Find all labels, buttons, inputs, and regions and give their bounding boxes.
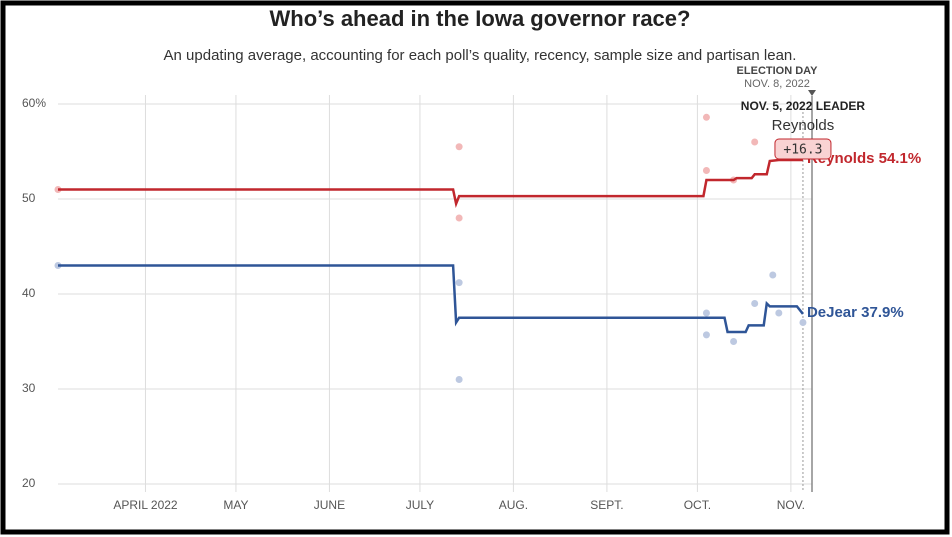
x-tick-label: JULY xyxy=(406,498,434,512)
leader-margin: +16.3 xyxy=(783,143,822,158)
average-line xyxy=(58,264,804,334)
leader-name: Reynolds xyxy=(772,117,835,134)
end-label: DeJear 37.9% xyxy=(807,304,904,321)
x-tick-label: JUNE xyxy=(314,498,345,512)
y-tick-label: 60% xyxy=(22,96,46,110)
election-day-title: ELECTION DAY xyxy=(737,65,819,77)
margin-box xyxy=(774,138,832,160)
x-tick-label: SEPT. xyxy=(590,498,623,512)
poll-dot xyxy=(455,279,463,287)
poll-dot xyxy=(730,338,738,345)
poll-dot xyxy=(702,331,710,339)
poll-dot xyxy=(455,376,463,383)
y-tick-label: 50 xyxy=(22,191,36,205)
x-tick-label: NOV. xyxy=(777,498,805,512)
x-tick-label: OCT. xyxy=(684,498,711,512)
poll-dot xyxy=(775,309,783,317)
election-day-date: NOV. 8, 2022 xyxy=(744,78,810,90)
leader-title: NOV. 5, 2022 LEADER xyxy=(741,99,866,113)
y-tick-label: 20 xyxy=(22,476,36,490)
poll-dot xyxy=(702,113,710,121)
x-tick-label: MAY xyxy=(223,498,248,512)
chart-subtitle: An updating average, accounting for each… xyxy=(164,47,797,64)
poll-dot xyxy=(769,271,777,279)
poll-dot xyxy=(799,319,807,326)
chart-title: Who’s ahead in the Iowa governor race? xyxy=(270,6,691,31)
x-tick-label: APRIL 2022 xyxy=(113,498,178,512)
poll-dot xyxy=(751,300,759,307)
end-label: Reynolds 54.1% xyxy=(807,150,921,167)
election-day-marker xyxy=(808,90,816,96)
poll-dot xyxy=(751,138,759,146)
average-line xyxy=(58,158,803,209)
poll-dot xyxy=(455,214,463,222)
x-tick-label: AUG. xyxy=(499,498,528,512)
poll-dot xyxy=(702,309,710,317)
y-tick-label: 30 xyxy=(22,381,36,395)
poll-dot xyxy=(455,143,463,151)
y-tick-label: 40 xyxy=(22,286,36,300)
poll-dot xyxy=(702,167,710,174)
